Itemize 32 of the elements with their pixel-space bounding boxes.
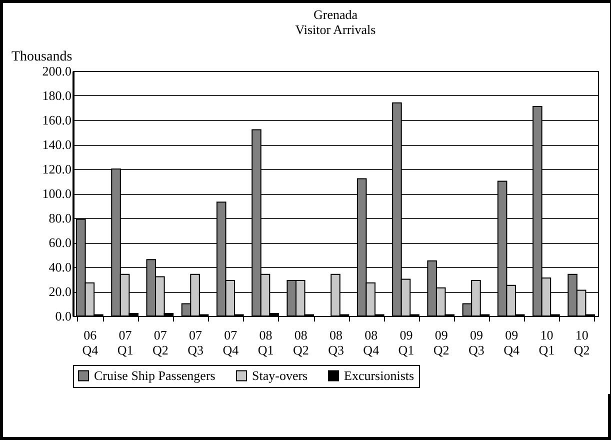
x-tick-label: 08 Q3	[328, 328, 344, 358]
y-tick-label: 80.0	[48, 210, 72, 226]
y-tick-label: 200.0	[42, 64, 72, 78]
x-tick-label: 10 Q2	[574, 328, 590, 358]
y-axis-title: Thousands	[12, 50, 72, 64]
legend-label: Stay-overs	[252, 368, 308, 383]
x-tick-label: 06 Q4	[82, 328, 99, 358]
legend-label: Cruise Ship Passengers	[94, 368, 216, 383]
chart-title: Grenada	[313, 7, 358, 22]
x-tick-label: 07 Q2	[152, 328, 168, 358]
x-tick-label: 10 Q1	[538, 328, 555, 358]
y-tick-label: 0.0	[55, 308, 72, 324]
x-tick-label: 09 Q3	[468, 328, 484, 358]
y-tick-label: 160.0	[42, 112, 72, 128]
x-tick-label: 07 Q4	[222, 328, 240, 358]
legend-label: Excursionists	[344, 368, 414, 383]
x-tick-label: 08 Q4	[363, 328, 380, 358]
y-tick-label: 100.0	[42, 186, 72, 201]
x-tick-label: 07 Q1	[117, 328, 134, 358]
y-tick-label: 60.0	[48, 235, 72, 250]
x-tick-label: 08 Q2	[292, 328, 309, 358]
x-tick-label: 08 Q1	[258, 328, 274, 358]
y-tick-label: 140.0	[42, 137, 72, 152]
x-tick-label: 07 Q3	[188, 328, 204, 358]
y-tick-label: 40.0	[48, 260, 72, 274]
chart-subtitle: Visitor Arrivals	[295, 22, 376, 37]
x-tick-label: 09 Q2	[433, 328, 450, 358]
x-tick-label: 09 Q1	[398, 328, 414, 358]
y-tick-label: 120.0	[42, 162, 72, 176]
y-tick-label: 180.0	[42, 88, 72, 103]
x-tick-label: 09 Q4	[504, 328, 520, 358]
y-tick-label: 20.0	[48, 284, 72, 299]
